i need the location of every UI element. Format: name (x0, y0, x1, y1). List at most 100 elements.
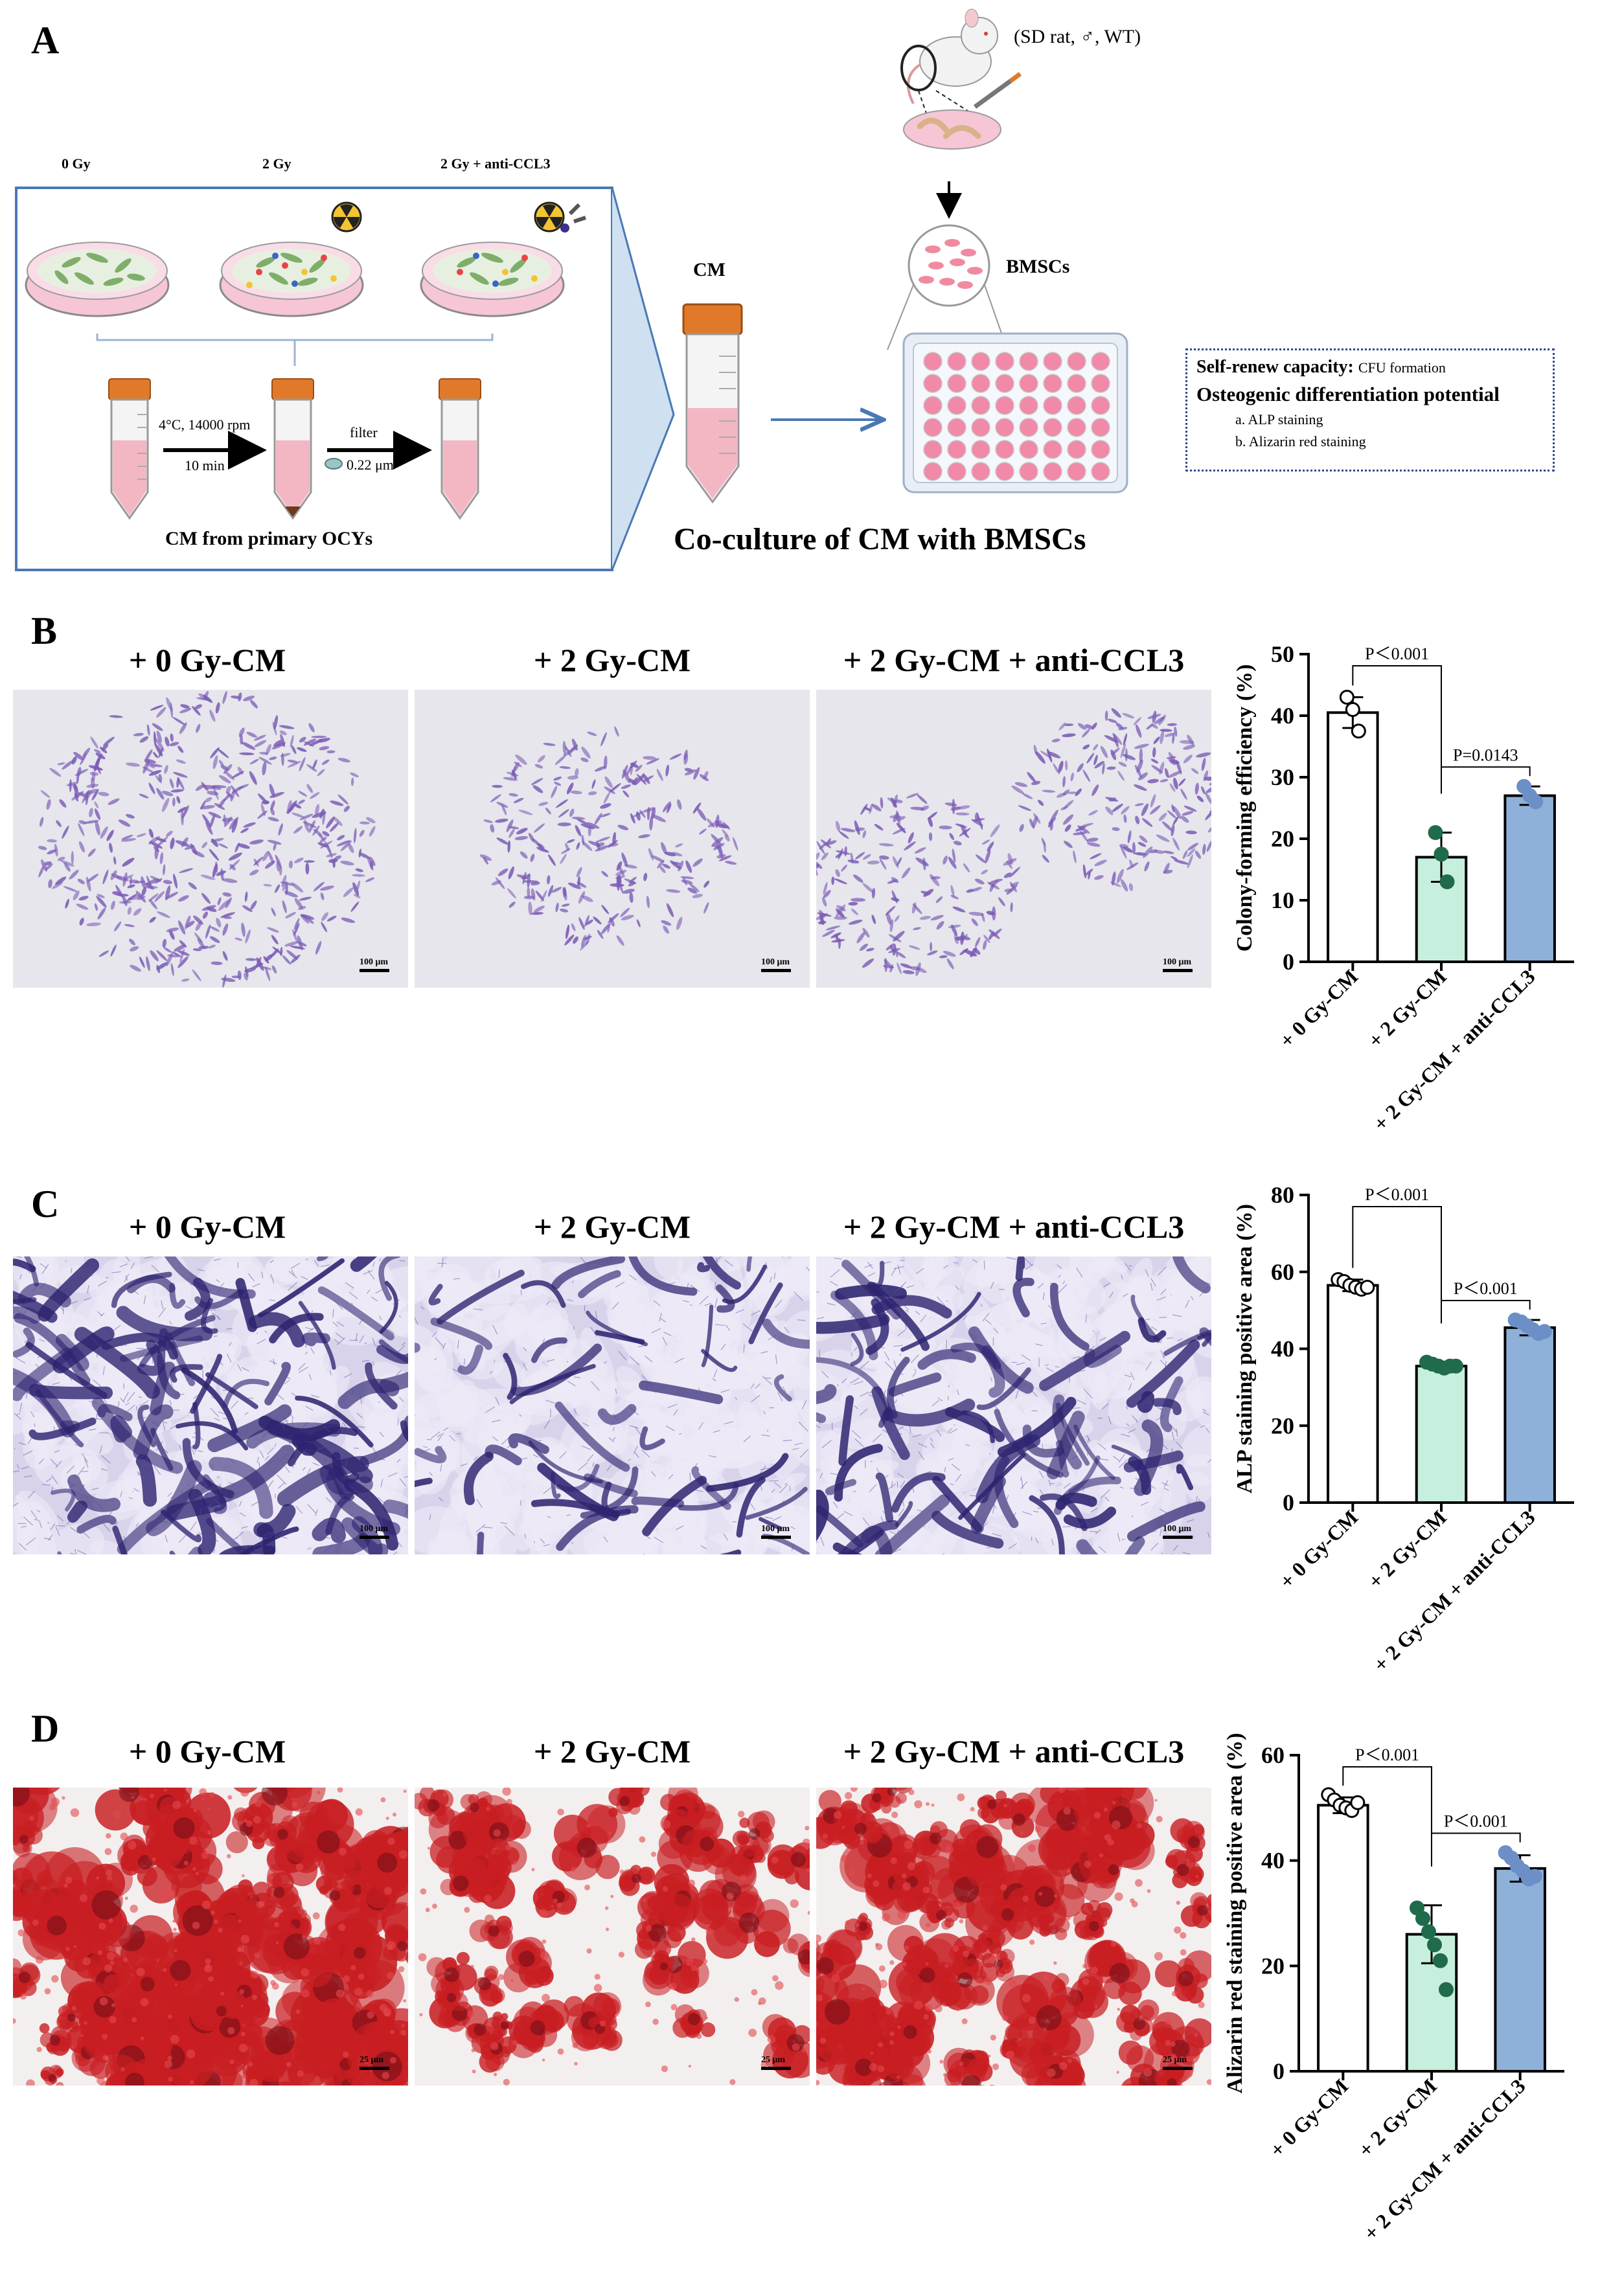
tube-1 (109, 379, 150, 518)
c-scale-anti: 100 μm (1163, 1524, 1193, 1539)
condition-anti-label: 2 Gy + anti-CCL3 (440, 155, 551, 172)
data-point (1538, 1325, 1551, 1338)
significance-label: P＜0.001 (1365, 644, 1429, 663)
well (1044, 374, 1062, 392)
y-tick-label: 50 (1271, 641, 1294, 667)
well (1020, 418, 1038, 437)
data-point (1346, 703, 1359, 716)
significance-label: P＜0.001 (1444, 1812, 1508, 1830)
well (972, 374, 990, 392)
significance-bracket (1441, 767, 1530, 793)
self-renew-title: Self-renew capacity: (1196, 357, 1354, 377)
well (1091, 462, 1110, 481)
bar (1328, 712, 1378, 962)
well (996, 462, 1014, 481)
significance-label: P=0.0143 (1453, 745, 1518, 764)
b-scale-0gy: 100 μm (360, 957, 389, 972)
well (924, 396, 942, 415)
data-point (1351, 1796, 1364, 1809)
d-image-anti (816, 1788, 1211, 2086)
d-title-0gy: + 0 Gy-CM (13, 1733, 402, 1770)
well (972, 440, 990, 459)
c-image-anti (816, 1256, 1211, 1554)
well (1068, 440, 1086, 459)
c-scale-0gy: 100 μm (360, 1524, 389, 1539)
y-axis-label: ALP staining positive area (%) (1233, 1204, 1257, 1494)
b-title-0gy: + 0 Gy-CM (13, 641, 402, 679)
y-tick-label: 20 (1261, 1953, 1285, 1979)
y-tick-label: 60 (1271, 1259, 1294, 1285)
category-label: + 2 Gy-CM (1354, 2074, 1441, 2161)
well (996, 352, 1014, 370)
tube-2 (272, 379, 314, 518)
bar (1417, 1366, 1467, 1503)
bar (1495, 1869, 1545, 2071)
category-label: + 2 Gy-CM + anti-CCL3 (1369, 1505, 1540, 1676)
data-point (1450, 1359, 1463, 1372)
category-label: + 2 Gy-CM (1364, 964, 1451, 1052)
well (1091, 396, 1110, 415)
bmsc-circle (887, 225, 1007, 350)
y-tick-label: 40 (1261, 1848, 1285, 1874)
significance-label: P＜0.001 (1454, 1279, 1518, 1298)
well (1044, 462, 1062, 481)
well (924, 352, 942, 370)
panel-a-schematic (0, 0, 1600, 583)
rat-illustration (902, 9, 1020, 149)
y-axis-label: Colony-forming efficiency (%) (1233, 665, 1257, 952)
data-point (1340, 691, 1353, 704)
zoom-trapezoid (612, 188, 674, 570)
d-scale-anti: 25 μm (1163, 2055, 1193, 2070)
significance-label: P＜0.001 (1365, 1185, 1429, 1204)
bar (1318, 1805, 1368, 2071)
well (1020, 352, 1038, 370)
well (1044, 396, 1062, 415)
data-point (1429, 826, 1442, 839)
osteo-item-b: b. Alizarin red staining (1235, 433, 1544, 450)
y-tick-label: 10 (1271, 887, 1294, 913)
bmsc-label: BMSCs (1006, 256, 1069, 278)
d-image-0gy (13, 1788, 408, 2086)
centrifuge-label: 4°C, 14000 rpm (159, 416, 250, 433)
well (924, 440, 942, 459)
well (948, 418, 966, 437)
well (1020, 396, 1038, 415)
well (1044, 418, 1062, 437)
panel-a-drawing (0, 0, 1600, 583)
well (1068, 418, 1086, 437)
well (1091, 352, 1110, 370)
well (1091, 440, 1110, 459)
data-point (1529, 795, 1542, 808)
c-title-2gy: + 2 Gy-CM (415, 1208, 810, 1245)
c-title-0gy: + 0 Gy-CM (13, 1208, 402, 1245)
well (948, 396, 966, 415)
well (996, 418, 1014, 437)
b-image-anti (816, 690, 1211, 988)
well (972, 396, 990, 415)
well (924, 374, 942, 392)
y-tick-label: 0 (1273, 2058, 1285, 2084)
y-tick-label: 60 (1261, 1742, 1285, 1768)
dish-anti (421, 203, 586, 316)
osteo-item-a: a. ALP staining (1235, 411, 1544, 428)
well (1068, 396, 1086, 415)
well (996, 396, 1014, 415)
c-image-0gy (13, 1256, 408, 1554)
bar (1328, 1286, 1378, 1503)
category-label: + 0 Gy-CM (1265, 2074, 1353, 2161)
well (1068, 374, 1086, 392)
y-tick-label: 80 (1271, 1182, 1294, 1208)
well (1091, 374, 1110, 392)
cm-source-caption: CM from primary OCYs (165, 528, 372, 550)
d-scale-0gy: 25 μm (360, 2055, 389, 2070)
well (1068, 462, 1086, 481)
bar (1505, 796, 1555, 962)
y-tick-label: 20 (1271, 826, 1294, 852)
y-tick-label: 40 (1271, 703, 1294, 729)
well (1044, 352, 1062, 370)
category-label: + 0 Gy-CM (1275, 964, 1362, 1052)
data-point (1440, 1983, 1453, 1996)
